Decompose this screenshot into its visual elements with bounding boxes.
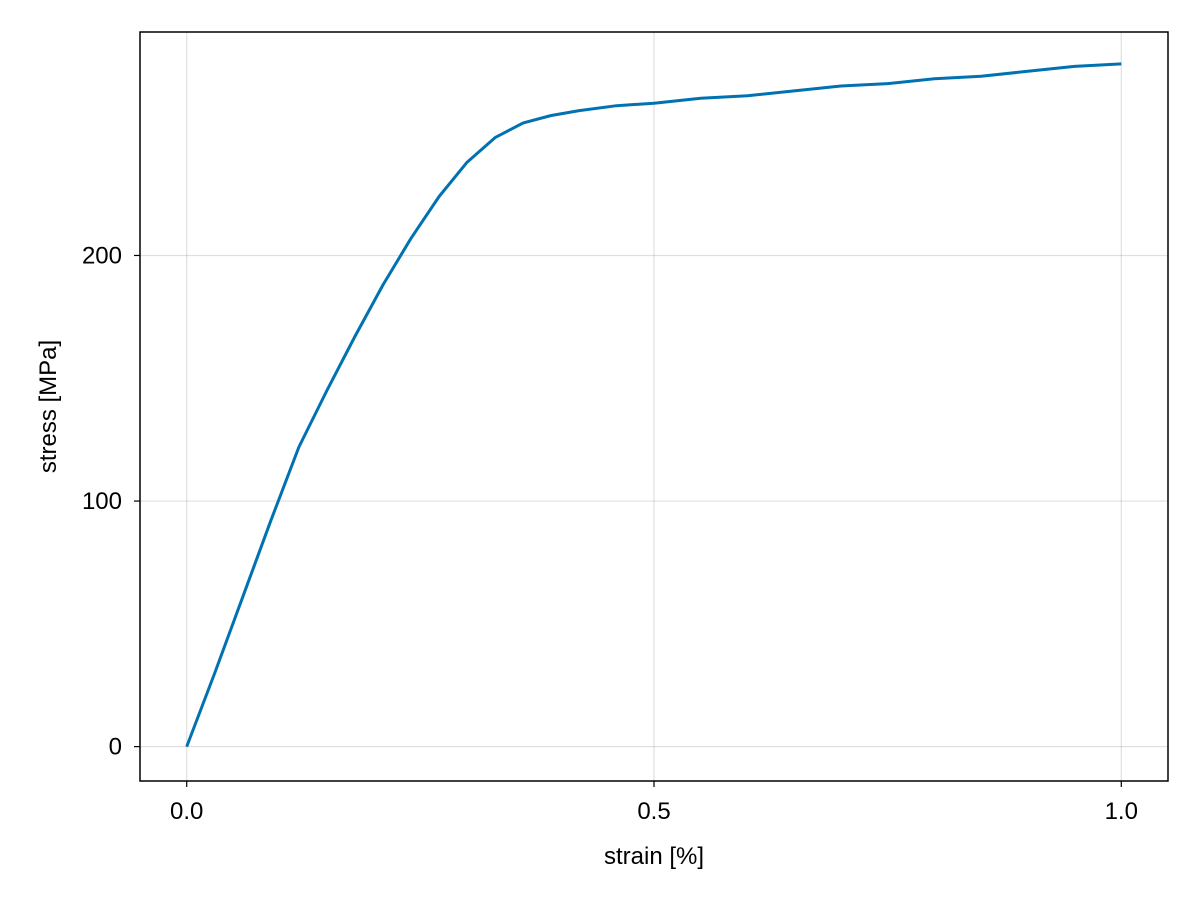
x-axis-label: strain [%] <box>604 843 704 870</box>
grid <box>140 32 1168 781</box>
x-axis-ticks: 0.0 0.5 1.0 <box>170 781 1138 825</box>
y-tick-label: 0 <box>109 734 122 761</box>
y-tick-label: 200 <box>82 242 122 269</box>
y-tick-label: 100 <box>82 488 122 515</box>
x-tick-label: 0.0 <box>170 798 203 825</box>
series-layer <box>185 62 1122 748</box>
y-axis-ticks: 0 100 200 <box>82 242 140 761</box>
y-axis-label: stress [MPa] <box>35 340 62 473</box>
x-tick-label: 1.0 <box>1105 798 1138 825</box>
x-tick-label: 0.5 <box>637 798 670 825</box>
series-line <box>185 62 1122 748</box>
